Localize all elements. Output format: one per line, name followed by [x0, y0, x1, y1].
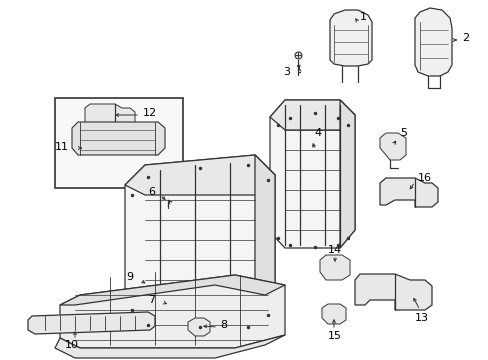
- Polygon shape: [354, 274, 431, 310]
- Text: 1: 1: [359, 12, 366, 22]
- Bar: [55, 98, 183, 188]
- Text: 5: 5: [399, 128, 406, 138]
- Text: 9: 9: [126, 272, 133, 282]
- Text: 4: 4: [313, 128, 321, 138]
- Text: 14: 14: [327, 245, 342, 255]
- Polygon shape: [254, 155, 274, 328]
- Text: 7: 7: [148, 295, 155, 305]
- Polygon shape: [414, 8, 451, 76]
- Polygon shape: [125, 155, 274, 195]
- Text: 6: 6: [148, 187, 155, 197]
- Polygon shape: [125, 155, 274, 328]
- Polygon shape: [319, 255, 349, 280]
- Polygon shape: [72, 122, 164, 155]
- Text: 3: 3: [283, 67, 289, 77]
- Polygon shape: [321, 304, 346, 324]
- Polygon shape: [28, 312, 155, 334]
- Polygon shape: [60, 275, 285, 348]
- Text: 16: 16: [417, 173, 431, 183]
- Polygon shape: [379, 133, 405, 160]
- Polygon shape: [269, 100, 354, 248]
- Polygon shape: [339, 100, 354, 248]
- Text: 8: 8: [220, 320, 226, 330]
- Polygon shape: [329, 10, 371, 66]
- Text: 12: 12: [142, 108, 157, 118]
- Polygon shape: [55, 335, 285, 358]
- Polygon shape: [379, 178, 437, 207]
- Text: 13: 13: [414, 313, 428, 323]
- Polygon shape: [187, 318, 209, 336]
- Text: 11: 11: [55, 142, 69, 152]
- Text: 2: 2: [461, 33, 468, 43]
- Polygon shape: [60, 275, 285, 305]
- Polygon shape: [85, 104, 135, 126]
- Text: 15: 15: [327, 331, 341, 341]
- Text: 10: 10: [65, 340, 79, 350]
- Polygon shape: [269, 100, 354, 130]
